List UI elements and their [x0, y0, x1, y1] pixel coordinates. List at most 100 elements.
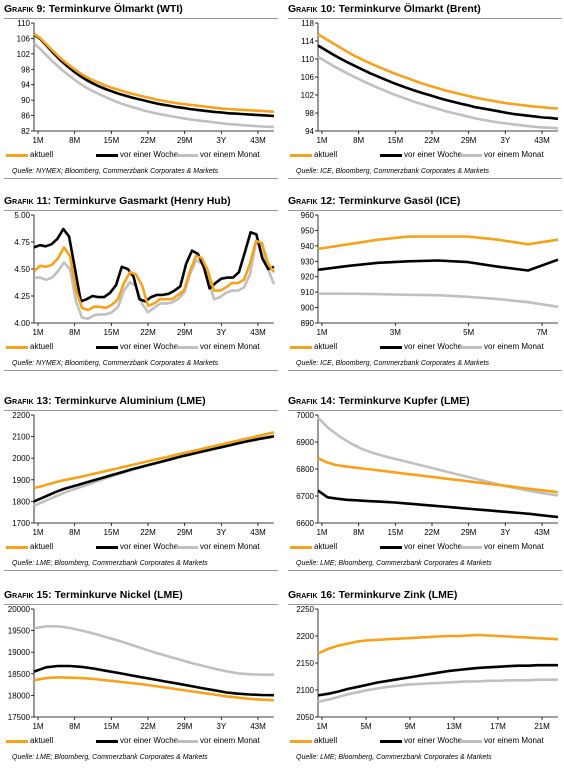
legend-swatch — [6, 739, 28, 743]
line-chart: 94 98 102 106 110 114 118 1M 8M 15M 22M 29M 3Y 43M — [301, 19, 559, 145]
chart-panel-henry-hub: Grafik 11: Terminkurve Gasmarkt (Henry H… — [4, 194, 278, 384]
y-tick-label: 910 — [301, 288, 315, 297]
legend-swatch — [176, 545, 198, 549]
source-note: Quelle: LME; Bloomberg, Commerzbank Corp… — [12, 754, 208, 761]
legend-swatch — [6, 545, 28, 549]
legend-item-monat: vor einem Monat — [460, 341, 544, 353]
y-tick-label: 18500 — [8, 670, 31, 679]
legend: aktuell vor einer Woche vor einem Monat — [288, 149, 562, 161]
chart-title-prefix: Grafik 10: — [288, 3, 336, 15]
chart-title-prefix: Grafik 15: — [4, 589, 52, 601]
x-tick-label: 1M — [32, 328, 43, 337]
y-tick-label: 2050 — [296, 713, 314, 722]
series-line-aktuell — [33, 239, 276, 312]
legend-swatch — [380, 345, 402, 349]
series-line-woche — [33, 664, 275, 697]
line-chart: 2050 2100 2150 2200 2250 1M 5M 9M 13M 17M 21M — [296, 605, 559, 731]
legend-swatch — [96, 153, 118, 157]
legend-swatch — [6, 345, 28, 349]
series-line-monat — [34, 240, 276, 320]
legend-label: vor einem Monat — [200, 542, 260, 551]
legend-label: vor einem Monat — [484, 342, 544, 351]
y-tick-label: 2200 — [12, 411, 30, 420]
x-tick-label: 3Y — [500, 528, 510, 537]
y-tick-label: 98 — [21, 65, 30, 74]
legend-swatch — [176, 153, 198, 157]
source-note: Quelle: LME; Bloomberg, Commerzbank Corp… — [296, 754, 492, 761]
chart-title: Grafik 15: Terminkurve Nickel (LME) — [4, 588, 278, 605]
legend-label: aktuell — [314, 150, 338, 159]
legend-item-monat: vor einem Monat — [460, 541, 544, 553]
legend-label: vor einem Monat — [484, 542, 544, 551]
x-tick-label: 13M — [446, 722, 462, 731]
x-tick-label: 1M — [316, 722, 327, 731]
legend-label: aktuell — [30, 150, 54, 159]
x-tick-label: 22M — [140, 328, 156, 337]
legend-label: vor einem Monat — [200, 736, 260, 745]
legend-swatch — [290, 345, 312, 349]
y-tick-label: 4.00 — [14, 319, 30, 328]
y-tick-label: 94 — [21, 81, 30, 90]
legend-swatch — [176, 345, 198, 349]
legend-label: vor einem Monat — [484, 736, 544, 745]
chart-title-prefix: Grafik 14: — [288, 395, 336, 407]
x-tick-label: 15M — [104, 136, 120, 145]
legend: aktuell vor einer Woche vor einem Monat — [4, 735, 278, 747]
y-tick-label: 2250 — [296, 605, 314, 614]
legend-item-woche: vor einer Woche — [96, 735, 178, 747]
x-tick-label: 15M — [104, 528, 120, 537]
y-tick-label: 110 — [301, 55, 314, 64]
legend-label: vor einer Woche — [404, 342, 463, 351]
chart-title-text: Terminkurve Ölmarkt (WTI) — [48, 3, 183, 15]
y-tick-label: 6800 — [296, 465, 314, 474]
chart-title: Grafik 11: Terminkurve Gasmarkt (Henry H… — [4, 194, 278, 211]
chart-title-prefix: Grafik 11: — [4, 195, 52, 207]
legend-item-monat: vor einem Monat — [176, 149, 260, 161]
x-tick-label: 1M — [32, 528, 43, 537]
y-tick-label: 4.50 — [14, 265, 30, 274]
y-tick-label: 5.00 — [14, 211, 30, 220]
x-tick-label: 22M — [140, 528, 156, 537]
source-note: Quelle: NYMEX; Bloomberg, Commerzbank Co… — [12, 168, 219, 175]
legend-swatch — [96, 345, 118, 349]
x-tick-label: 43M — [250, 328, 266, 337]
legend-swatch — [380, 153, 402, 157]
y-tick-label: 118 — [301, 19, 314, 28]
x-tick-label: 1M — [316, 136, 327, 145]
legend-label: vor einem Monat — [200, 150, 260, 159]
series-line-monat — [33, 434, 275, 507]
x-tick-label: 1M — [32, 722, 43, 731]
x-tick-label: 15M — [104, 722, 120, 731]
legend-item-monat: vor einem Monat — [176, 341, 260, 353]
legend-label: vor einem Monat — [200, 342, 260, 351]
legend-item-woche: vor einer Woche — [96, 341, 178, 353]
series-line-woche — [317, 44, 559, 121]
legend-swatch — [290, 545, 312, 549]
y-tick-label: 98 — [305, 109, 314, 118]
legend-label: aktuell — [314, 342, 338, 351]
divider — [288, 370, 562, 371]
chart-title: Grafik 12: Terminkurve Gasöl (ICE) — [288, 194, 562, 211]
legend-swatch — [380, 545, 402, 549]
line-chart: 82 86 90 94 98 102 106 110 1M 8M 15M 22M 29M 3Y 43M — [17, 19, 275, 145]
chart-panel-brent: Grafik 10: Terminkurve Ölmarkt (Brent) 9… — [288, 2, 562, 192]
legend-swatch — [460, 345, 482, 349]
y-tick-label: 82 — [21, 127, 30, 136]
series-line-woche — [33, 435, 275, 503]
legend-item-aktuell: aktuell — [6, 341, 53, 353]
y-tick-label: 2100 — [12, 433, 30, 442]
legend-item-woche: vor einer Woche — [380, 149, 462, 161]
y-tick-label: 2200 — [296, 632, 314, 641]
legend: aktuell vor einer Woche vor einem Monat — [4, 341, 278, 353]
x-tick-label: 22M — [140, 722, 156, 731]
y-tick-label: 1800 — [12, 497, 30, 506]
legend-item-aktuell: aktuell — [6, 735, 53, 747]
legend-label: aktuell — [314, 736, 338, 745]
legend-item-monat: vor einem Monat — [460, 735, 544, 747]
legend-item-monat: vor einem Monat — [176, 735, 260, 747]
legend: aktuell vor einer Woche vor einem Monat — [4, 541, 278, 553]
source-note: Quelle: LME; Bloomberg, Commerzbank Corp… — [296, 560, 492, 567]
line-chart: 17500 18000 18500 19000 19500 20000 1M 8M 15M 22M… — [8, 605, 275, 731]
chart-title-prefix: Grafik 9: — [4, 3, 46, 15]
y-tick-label: 950 — [301, 226, 315, 235]
